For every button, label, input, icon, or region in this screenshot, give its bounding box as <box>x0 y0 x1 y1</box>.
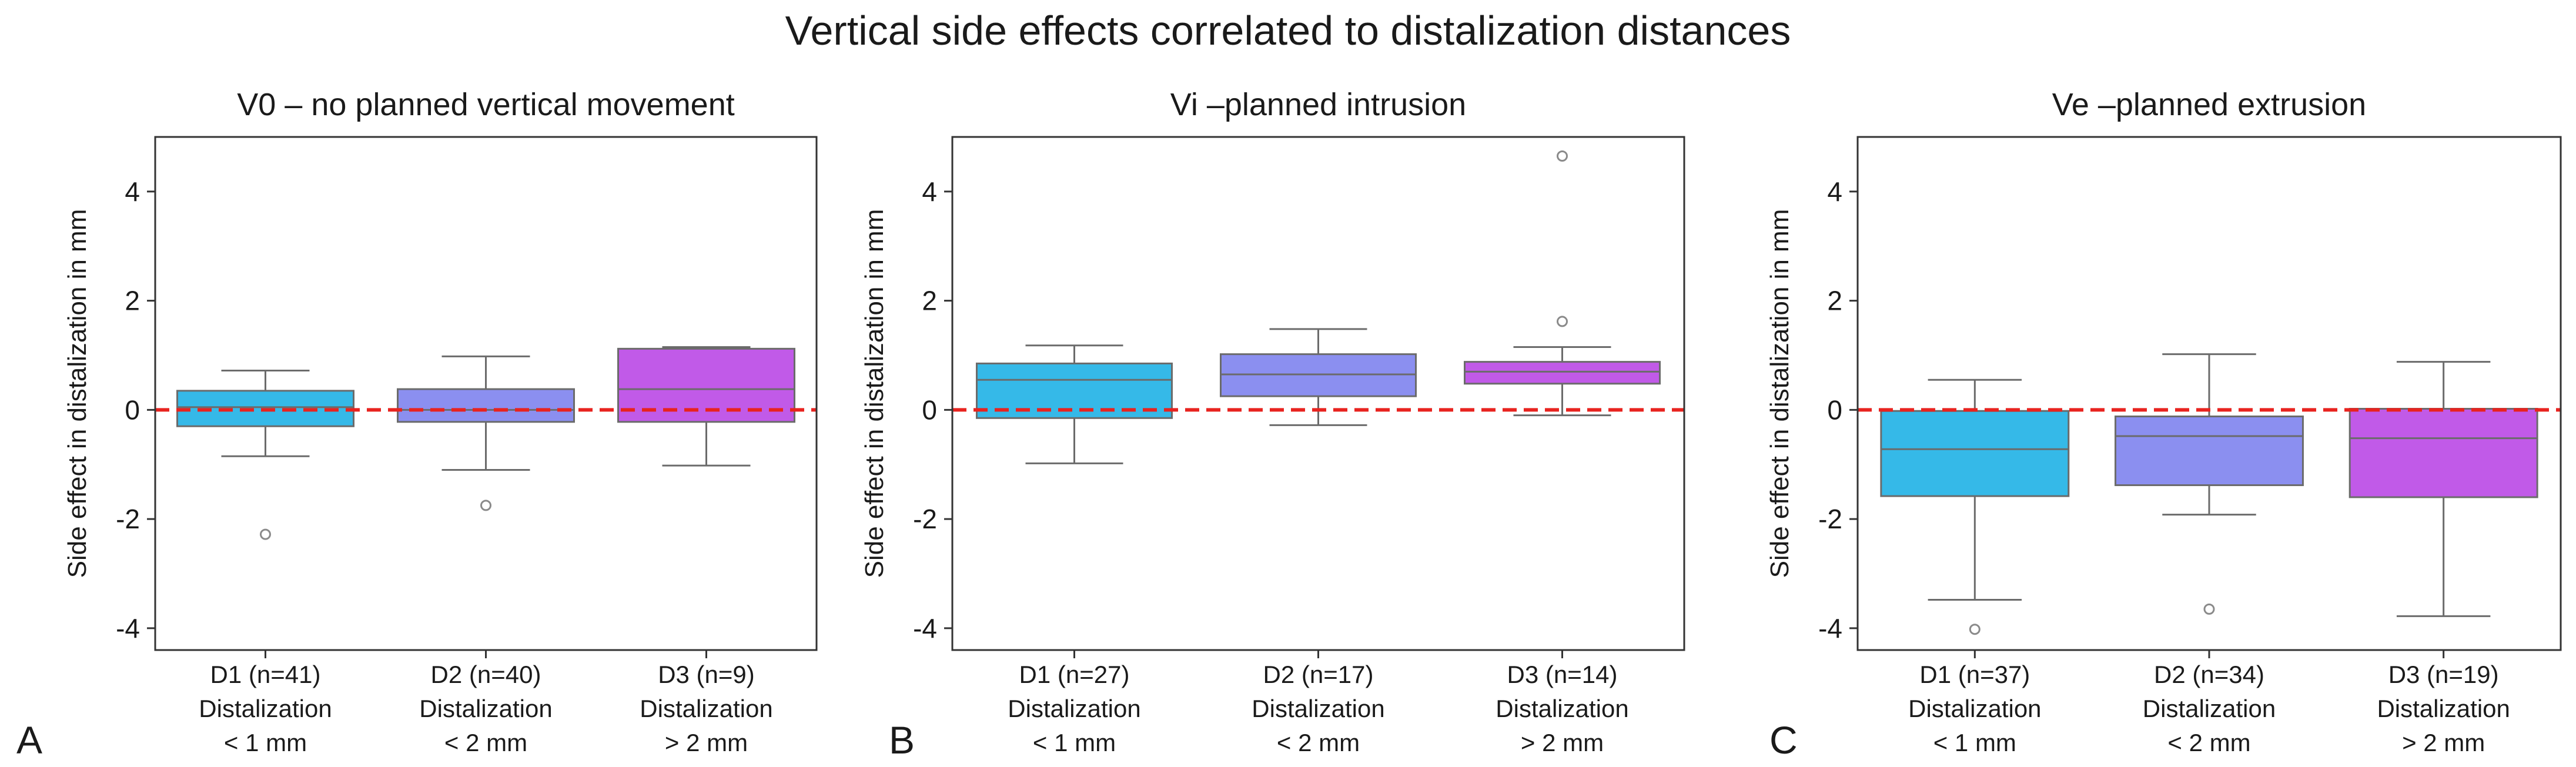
x-tick-label-line2: Distalization <box>2143 695 2276 722</box>
y-tick-label: 4 <box>922 176 937 207</box>
box-d1 <box>176 369 354 540</box>
x-tick-label-line3: < 2 mm <box>1277 729 1360 756</box>
iqr-box <box>2348 408 2538 498</box>
panel-title: Vi –planned intrusion <box>1170 87 1466 122</box>
box-d3 <box>617 346 795 467</box>
iqr-box <box>2115 416 2304 487</box>
outlier-point <box>1557 316 1568 327</box>
panel-c: Ve –planned extrusion Side effect in dist… <box>1765 87 2562 762</box>
x-tick-label-line2: Distalization <box>419 695 552 722</box>
panel-title: V0 – no planned vertical movement <box>237 87 735 122</box>
x-tick-label-line2: Distalization <box>640 695 772 722</box>
x-tick-label: D3 (n=19) <box>2388 661 2499 688</box>
plot-frame <box>951 136 1685 651</box>
iqr-box <box>397 388 575 423</box>
outlier-point <box>480 500 491 511</box>
x-tick-label-line2: Distalization <box>199 695 332 722</box>
box-d1 <box>1880 379 2070 635</box>
x-tick-label-line3: > 2 mm <box>665 729 748 756</box>
x-tick-label-line3: > 2 mm <box>2402 729 2485 756</box>
x-tick-label-line3: < 2 mm <box>444 729 527 756</box>
outlier-point <box>2203 603 2215 615</box>
outlier-point <box>1557 150 1568 162</box>
y-axis-label: Side effect in distalization in mm <box>860 209 889 578</box>
x-tick-label: D2 (n=40) <box>431 661 541 688</box>
y-tick-label: 0 <box>922 394 937 425</box>
x-tick-label-line2: Distalization <box>2377 695 2510 722</box>
panel-letter: B <box>889 718 915 762</box>
x-tick-label: D2 (n=17) <box>1263 661 1374 688</box>
box-d3 <box>2348 361 2538 617</box>
box-d2 <box>397 355 575 511</box>
y-tick-label: 2 <box>922 286 937 316</box>
x-tick-label-line2: Distalization <box>1496 695 1628 722</box>
plot-frame <box>154 136 818 651</box>
x-tick-label-line2: Distalization <box>1008 695 1140 722</box>
x-tick-label: D3 (n=9) <box>658 661 755 688</box>
x-tick-label-line3: < 1 mm <box>1033 729 1116 756</box>
panel-letter: A <box>16 718 42 762</box>
panel-a: V0 – no planned vertical movement Side ef… <box>16 87 818 762</box>
figure-title: Vertical side effects correlated to dist… <box>785 8 1791 53</box>
x-tick-label-line2: Distalization <box>1908 695 2041 722</box>
iqr-box <box>1464 361 1661 385</box>
box-d2 <box>2115 353 2304 615</box>
y-tick-label: -2 <box>913 504 937 534</box>
y-tick-label: 2 <box>125 286 140 316</box>
panel-title: Ve –planned extrusion <box>2052 87 2366 122</box>
x-tick-label-line3: < 1 mm <box>1933 729 2016 756</box>
x-tick-label-line3: > 2 mm <box>1521 729 1604 756</box>
y-tick-label: 4 <box>1827 176 1842 207</box>
y-axis-label: Side effect in distalization in mm <box>1765 209 1794 578</box>
x-tick-label: D2 (n=34) <box>2154 661 2264 688</box>
y-tick-label: 4 <box>125 176 140 207</box>
x-tick-label-line2: Distalization <box>1252 695 1384 722</box>
panel-b: Vi –planned intrusion Side effect in dist… <box>860 87 1685 762</box>
y-tick-label: -2 <box>1818 504 1842 534</box>
x-tick-label: D3 (n=14) <box>1507 661 1618 688</box>
box-d3 <box>1464 150 1661 417</box>
y-axis-label: Side effect in distalization in mm <box>63 209 92 578</box>
outlier-point <box>1969 624 1980 635</box>
box-d2 <box>1220 328 1417 426</box>
x-tick-label-line3: < 1 mm <box>224 729 307 756</box>
box-d1 <box>976 344 1173 464</box>
plot-frame <box>1856 136 2562 651</box>
y-tick-label: 0 <box>1827 394 1842 425</box>
x-tick-label: D1 (n=27) <box>1019 661 1130 688</box>
iqr-box <box>976 362 1173 419</box>
x-tick-label-line3: < 2 mm <box>2167 729 2250 756</box>
y-tick-label: -4 <box>1818 613 1842 644</box>
y-tick-label: 0 <box>125 394 140 425</box>
y-tick-label: -4 <box>116 613 140 644</box>
x-tick-label: D1 (n=41) <box>210 661 321 688</box>
y-tick-label: -4 <box>913 613 937 644</box>
y-tick-label: -2 <box>116 504 140 534</box>
y-tick-label: 2 <box>1827 286 1842 316</box>
x-tick-label: D1 (n=37) <box>1919 661 2030 688</box>
outlier-point <box>260 528 271 540</box>
panel-letter: C <box>1769 718 1798 762</box>
iqr-box <box>1880 410 2070 497</box>
